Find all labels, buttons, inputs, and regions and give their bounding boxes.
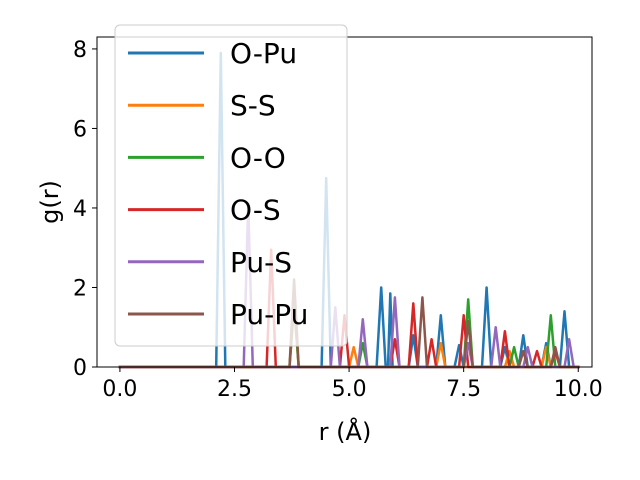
- x-tick-label: 10.0: [554, 377, 603, 402]
- x-tick-label: 5.0: [332, 377, 367, 402]
- x-tick-label: 7.5: [446, 377, 481, 402]
- y-tick-label: 0: [73, 356, 87, 381]
- y-axis-label: g(r): [36, 180, 64, 224]
- y-tick-label: 6: [73, 117, 87, 142]
- y-tick-label: 8: [73, 38, 87, 63]
- y-ticks: 0 2 4 6 8: [73, 38, 97, 381]
- legend-label-4: Pu-S: [230, 246, 292, 279]
- legend: O-Pu S-S O-O O-S Pu-S Pu-Pu: [114, 24, 348, 347]
- legend-label-3: O-S: [230, 194, 281, 227]
- x-ticks: 0.0 2.5 5.0 7.5 10.0: [102, 367, 603, 402]
- x-tick-label: 0.0: [102, 377, 137, 402]
- legend-label-1: S-S: [230, 89, 276, 122]
- legend-label-2: O-O: [230, 141, 286, 174]
- legend-label-5: Pu-Pu: [230, 298, 308, 331]
- legend-label-0: O-Pu: [230, 37, 297, 70]
- x-axis-label: r (Å): [319, 417, 372, 446]
- y-tick-label: 4: [73, 197, 87, 222]
- y-tick-label: 2: [73, 276, 87, 301]
- x-tick-label: 2.5: [217, 377, 252, 402]
